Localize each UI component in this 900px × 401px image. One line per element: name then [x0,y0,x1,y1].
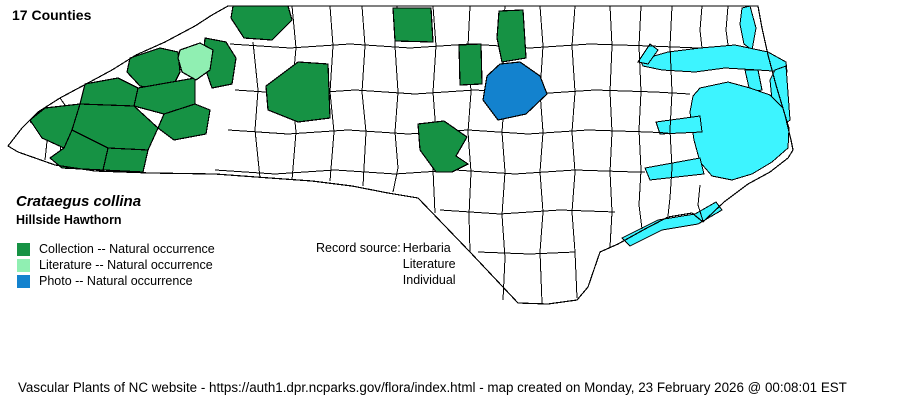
literature-county-shape [177,42,214,81]
collection-county-shape [417,120,470,173]
water-shape [644,157,705,181]
legend-item-literature: Literature -- Natural occurrence [17,257,215,273]
county-border-line [571,5,578,299]
legend-label: Collection -- Natural occurrence [39,242,215,256]
legend-item-photo: Photo -- Natural occurrence [17,273,215,289]
legend-item-collection: Collection -- Natural occurrence [17,241,215,257]
collection-swatch-icon [17,242,30,256]
county-border-line [252,41,261,179]
record-source-value: Herbaria [402,241,451,255]
species-scientific-name: Crataegus collina [16,193,142,210]
water-shape [639,44,788,73]
county-border-line [477,251,576,255]
collection-county-shape [102,147,149,173]
nc-county-map [7,5,794,305]
photo-county-shape [482,61,548,121]
water-shape [621,201,723,247]
county-border-line [667,5,673,217]
legend: Collection -- Natural occurrence Literat… [17,241,215,289]
county-border-line [539,5,544,304]
water-shape [744,69,763,93]
county-border-line [699,5,703,49]
literature-swatch-icon [17,258,30,272]
county-border-line [227,129,669,135]
water-shape [637,43,659,65]
species-block: Crataegus collina Hillside Hawthorn [16,193,141,227]
collection-county-shape [392,7,434,43]
county-border-line [439,209,616,215]
record-source-label: Record source: [316,241,401,255]
photo-swatch-icon [17,274,30,288]
collection-county-shape [496,9,527,63]
state-outline-top [7,5,794,305]
footer-attribution: Vascular Plants of NC website - https://… [18,380,847,395]
species-common-name: Hillside Hawthorn [16,213,122,227]
record-source: Record source: Herbaria Literature Indiv… [316,241,456,289]
collection-county-shape [458,43,483,86]
record-source-value: Individual [402,273,456,287]
record-source-values: Herbaria Literature Individual [403,241,456,289]
county-border-line [432,5,437,214]
county-count-label: 17 Counties [12,7,92,23]
county-border-line [361,5,367,187]
record-source-value: Literature [402,257,456,271]
county-border-line [725,5,729,46]
collection-county-shape [265,61,331,123]
county-border-line [697,184,704,222]
legend-label: Photo -- Natural occurrence [39,274,193,288]
legend-label: Literature -- Natural occurrence [39,258,213,272]
water-shape [655,115,703,135]
